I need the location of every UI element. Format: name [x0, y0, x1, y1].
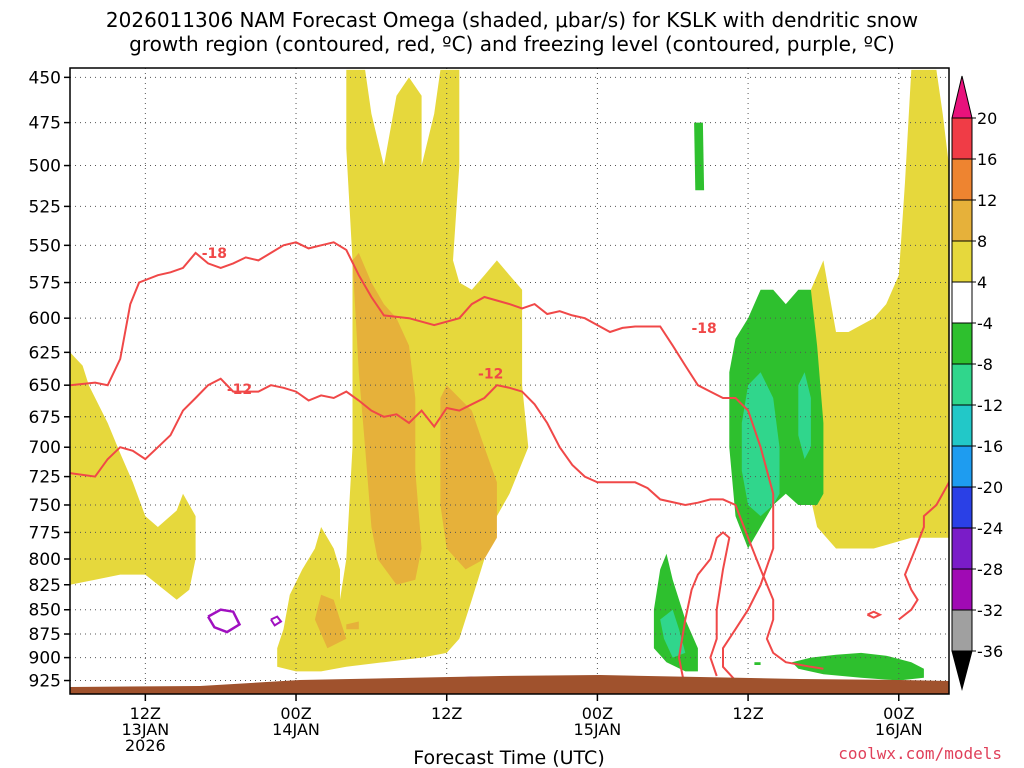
y-tick-label-675: 675: [29, 408, 61, 428]
dgz-contour-minus12: [70, 377, 824, 670]
colorbar-swatch-2: [951, 199, 973, 242]
contour-label-1: -12: [227, 382, 252, 398]
y-tick-label-925: 925: [29, 672, 61, 692]
omega-neg-core-lower: [660, 609, 686, 658]
omega-neg-lower: [653, 553, 698, 672]
colorbar-swatch-3: [951, 240, 973, 283]
y-tick-label-875: 875: [29, 625, 61, 645]
omega-neg-core-side: [798, 372, 811, 460]
colorbar-label-12: -32: [977, 601, 1003, 620]
x-tick-label-60-1: 12Z: [732, 704, 763, 723]
colorbar-label-11: -28: [977, 560, 1003, 579]
colorbar-swatch-8: [951, 445, 973, 488]
terrain-fill: [70, 675, 949, 694]
x-axis-label: Forecast Time (UTC): [413, 747, 604, 768]
omega-pos-core-2: [440, 385, 497, 570]
colorbar-swatch-10: [951, 527, 973, 570]
y-tick-label-750: 750: [29, 496, 61, 516]
omega-pos-core-1: [352, 252, 422, 585]
colorbar-label-3: 8: [977, 232, 987, 251]
colorbar-label-2: 12: [977, 191, 997, 210]
colorbar-swatch-4: [951, 281, 973, 324]
y-tick-label-475: 475: [29, 114, 61, 134]
colorbar-swatch-9: [951, 486, 973, 529]
title-line-2: growth region (contoured, red, ºC) and f…: [129, 32, 895, 56]
y-tick-label-775: 775: [29, 523, 61, 543]
y-tick-label-600: 600: [29, 309, 61, 329]
omega-pos-core-4: [346, 621, 359, 630]
colorbar-bottom-arrow: [951, 650, 973, 691]
terrain: [70, 675, 949, 694]
colorbar-label-1: 16: [977, 150, 997, 169]
y-tick-label-450: 450: [29, 68, 61, 88]
x-tick-label-72-2: 16JAN: [875, 720, 923, 739]
x-tick-label-12-1: 12Z: [130, 704, 161, 723]
colorbar-label-0: 20: [977, 109, 997, 128]
colorbar-label-4: 4: [977, 273, 987, 292]
dgz-contour-small-loop: [866, 610, 883, 619]
colorbar-label-10: -24: [977, 519, 1003, 538]
colorbar-label-6: -8: [977, 355, 993, 374]
dgz-contour-lower-loop: [677, 531, 731, 690]
x-tick-label-72-1: 00Z: [883, 704, 914, 723]
y-tick-label-900: 900: [29, 649, 61, 669]
colorbar-label-7: -12: [977, 396, 1003, 415]
credit-text[interactable]: coolwx.com/models: [838, 744, 1002, 763]
x-tick-label-12-3: 2026: [125, 736, 166, 755]
plot-frame: [69, 67, 950, 695]
x-tick-label-48-2: 15JAN: [574, 720, 622, 739]
contour-label-2: -12: [478, 367, 503, 383]
colorbar-top-arrow: [951, 75, 973, 119]
contour-label-3: -18: [691, 321, 716, 337]
dgz-contour-inner: [898, 479, 949, 621]
colorbar-label-8: -16: [977, 437, 1003, 456]
omega-pos-left-lobe: [70, 352, 196, 600]
y-tick-label-625: 625: [29, 343, 61, 363]
chart-title: 2026011306 NAM Forecast Omega (shaded, μ…: [0, 8, 1024, 56]
colorbar: 20 16 12 8 4 -4 -8 -12 -16 -20 -24 -28 -32 -36: [951, 75, 1003, 691]
y-tick-label-550: 550: [29, 236, 61, 256]
x-tick-label-36-1: 12Z: [431, 704, 462, 723]
contour-label-0: -18: [202, 246, 227, 262]
omega-neg-strip: [694, 122, 705, 191]
colorbar-swatch-11: [951, 568, 973, 611]
dgz-contour-minus18: [70, 241, 775, 686]
y-tick-label-650: 650: [29, 376, 61, 396]
y-axis: 450 475 500 525 550 575 600 625 650 675 700 725 750 7…: [29, 68, 70, 692]
contour-labels: -18 -12 -12 -18: [202, 246, 717, 398]
y-tick-label-500: 500: [29, 157, 61, 177]
y-tick-label-725: 725: [29, 468, 61, 488]
y-tick-label-525: 525: [29, 197, 61, 217]
omega-shading: [70, 69, 1024, 681]
omega-pos-core-3: [314, 594, 347, 649]
y-tick-label-800: 800: [29, 550, 61, 570]
omega-pos-mid-right: [1006, 423, 1024, 569]
colorbar-swatch-5: [951, 322, 973, 365]
x-tick-label-48-1: 00Z: [582, 704, 613, 723]
y-tick-label-850: 850: [29, 601, 61, 621]
colorbar-swatch-12: [951, 609, 973, 652]
omega-neg-bottom-band: [792, 652, 924, 681]
colorbar-label-5: -4: [977, 314, 993, 333]
colorbar-label-13: -36: [977, 642, 1003, 661]
freezing-contour-loop: [207, 608, 242, 634]
x-tick-label-24-2: 14JAN: [272, 720, 320, 739]
title-line-1: 2026011306 NAM Forecast Omega (shaded, μ…: [105, 8, 919, 32]
y-tick-label-825: 825: [29, 576, 61, 596]
colorbar-swatch-0: [951, 117, 973, 160]
y-tick-label-575: 575: [29, 274, 61, 294]
colorbar-swatch-7: [951, 404, 973, 447]
freezing-contour-dot: [270, 615, 283, 627]
x-tick-label-24-1: 00Z: [280, 704, 311, 723]
colorbar-label-9: -20: [977, 478, 1003, 497]
omega-neg-dot: [754, 662, 761, 665]
x-tick-label-12-2: 13JAN: [121, 720, 169, 739]
omega-pos-upper-right: [804, 69, 949, 549]
y-tick-label-700: 700: [29, 438, 61, 458]
colorbar-swatch-1: [951, 158, 973, 201]
colorbar-swatch-6: [951, 363, 973, 406]
